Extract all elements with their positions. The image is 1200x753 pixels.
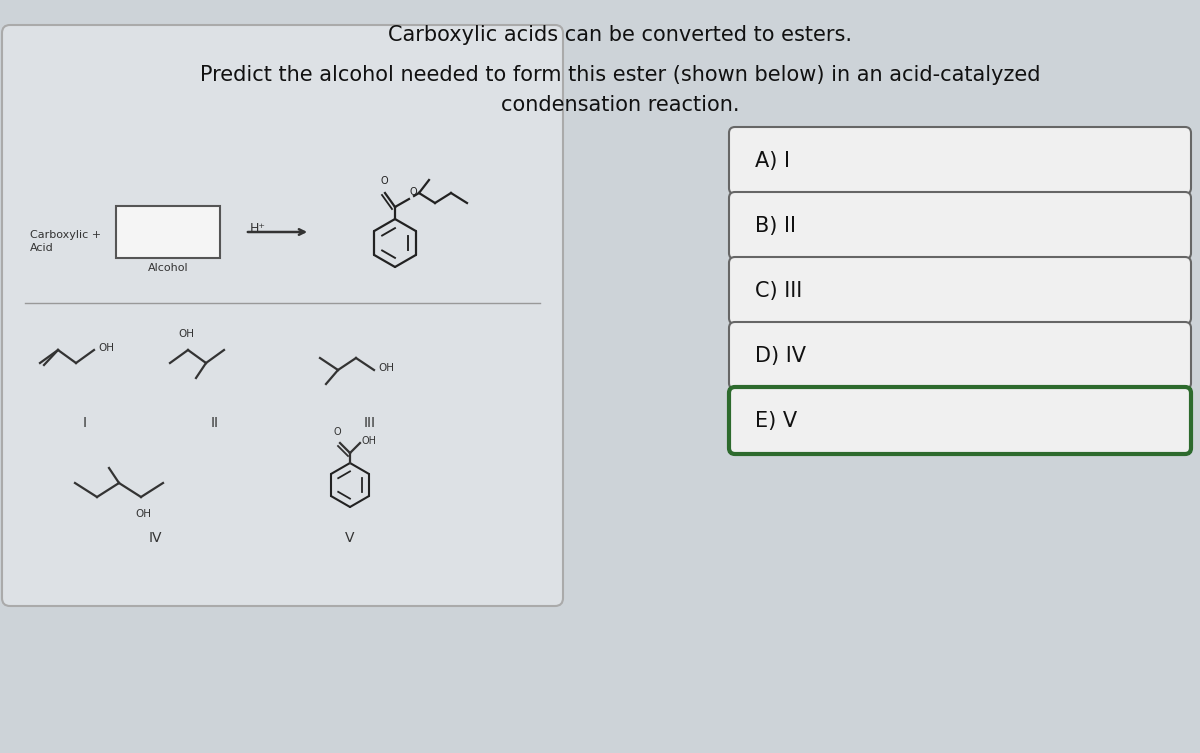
- Text: OH: OH: [134, 509, 151, 519]
- Text: O: O: [334, 427, 341, 437]
- Text: OH: OH: [98, 343, 114, 353]
- Text: Acid: Acid: [30, 243, 54, 253]
- Text: E) V: E) V: [755, 410, 797, 431]
- FancyBboxPatch shape: [730, 322, 1190, 389]
- FancyBboxPatch shape: [730, 387, 1190, 454]
- Text: H⁺: H⁺: [250, 221, 266, 234]
- Text: Predict the alcohol needed to form this ester (shown below) in an acid-catalyzed: Predict the alcohol needed to form this …: [199, 65, 1040, 85]
- Text: Carboxylic acids can be converted to esters.: Carboxylic acids can be converted to est…: [388, 25, 852, 45]
- FancyBboxPatch shape: [2, 25, 563, 606]
- Text: IV: IV: [149, 531, 162, 545]
- FancyBboxPatch shape: [730, 192, 1190, 259]
- Text: B) II: B) II: [755, 215, 796, 236]
- Text: OH: OH: [178, 329, 194, 339]
- FancyBboxPatch shape: [730, 257, 1190, 324]
- Text: I: I: [83, 416, 88, 430]
- Text: O: O: [380, 176, 388, 186]
- Text: D) IV: D) IV: [755, 346, 806, 365]
- FancyBboxPatch shape: [730, 127, 1190, 194]
- Text: OH: OH: [378, 363, 394, 373]
- Text: condensation reaction.: condensation reaction.: [500, 95, 739, 115]
- Text: III: III: [364, 416, 376, 430]
- Text: O: O: [410, 187, 418, 197]
- Text: V: V: [346, 531, 355, 545]
- FancyBboxPatch shape: [116, 206, 220, 258]
- Text: A) I: A) I: [755, 151, 790, 170]
- Text: II: II: [211, 416, 220, 430]
- Text: Carboxylic +: Carboxylic +: [30, 230, 101, 240]
- Text: C) III: C) III: [755, 281, 803, 300]
- Text: OH: OH: [362, 436, 377, 446]
- Text: Alcohol: Alcohol: [148, 263, 188, 273]
